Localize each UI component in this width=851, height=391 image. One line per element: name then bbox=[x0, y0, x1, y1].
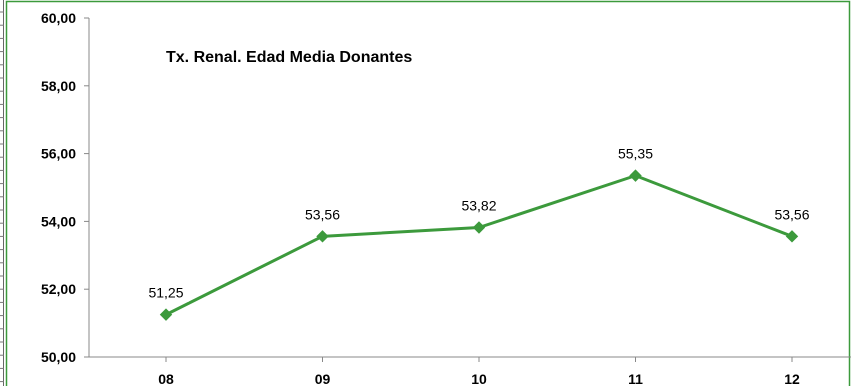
data-label-bg bbox=[769, 204, 815, 224]
data-label: 51,25 bbox=[148, 285, 183, 301]
data-label-bg bbox=[299, 204, 346, 224]
y-tick-label: 56,00 bbox=[41, 146, 76, 162]
sheet-edge-lines bbox=[0, 0, 4, 386]
data-point-marker bbox=[629, 169, 642, 182]
series-layer: 51,25 53,56 53,82 55,35 53,56 bbox=[143, 143, 815, 321]
data-point-marker bbox=[785, 230, 799, 243]
data-label-bg bbox=[143, 282, 189, 302]
data-label: 53,56 bbox=[305, 206, 340, 222]
data-point-marker bbox=[316, 230, 329, 243]
chart-border bbox=[5, 0, 851, 391]
data-point-marker bbox=[159, 308, 173, 321]
x-tick-label: 09 bbox=[315, 371, 331, 386]
data-label-bg bbox=[456, 195, 502, 215]
x-tick-label: 11 bbox=[628, 371, 643, 386]
x-axis: 08 09 10 11 12 bbox=[89, 356, 851, 387]
y-tick-label: 54,00 bbox=[41, 213, 76, 229]
data-label: 55,35 bbox=[618, 146, 653, 162]
x-tick-label: 08 bbox=[158, 371, 174, 386]
data-label: 53,56 bbox=[774, 206, 809, 222]
x-tick-label: 10 bbox=[471, 371, 487, 386]
y-axis: 50,00 52,00 54,00 56,00 58,00 60,00 bbox=[41, 10, 90, 365]
y-tick-label: 60,00 bbox=[41, 10, 76, 26]
chart-title: Tx. Renal. Edad Media Donantes bbox=[166, 49, 412, 66]
y-tick-label: 58,00 bbox=[41, 78, 76, 94]
x-tick-label: 12 bbox=[784, 371, 800, 386]
data-point-marker bbox=[472, 221, 486, 234]
y-tick-label: 50,00 bbox=[41, 349, 76, 365]
data-label-bg bbox=[612, 143, 659, 163]
y-tick-label: 52,00 bbox=[41, 281, 76, 297]
data-label: 53,82 bbox=[461, 198, 496, 214]
